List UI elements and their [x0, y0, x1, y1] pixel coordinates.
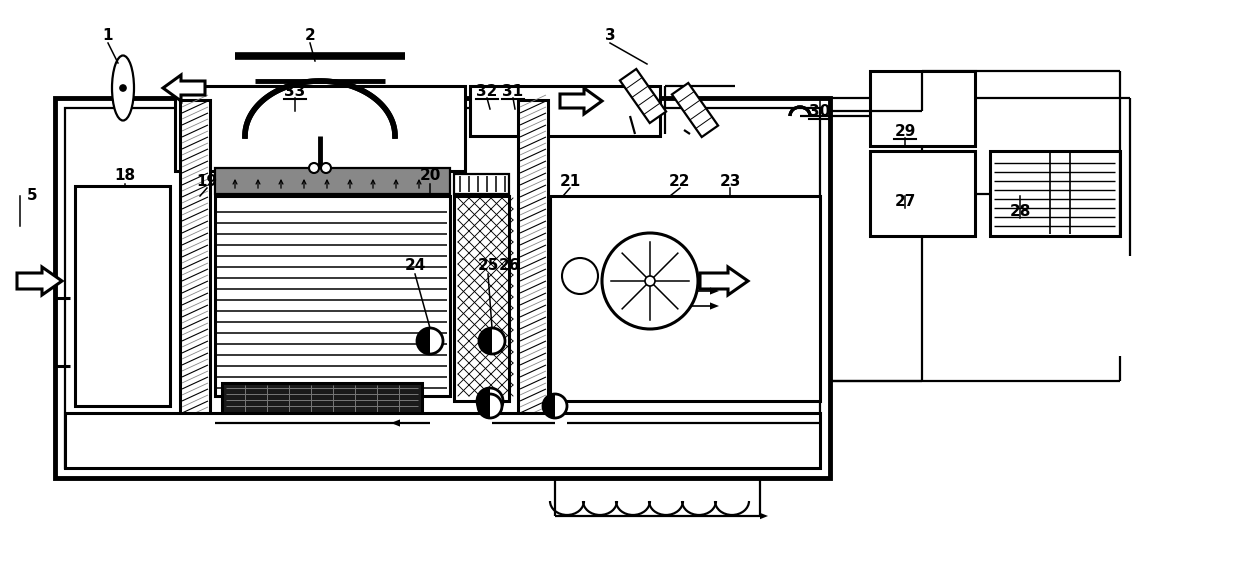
- Text: 27: 27: [894, 194, 915, 208]
- Ellipse shape: [112, 55, 134, 121]
- Text: 21: 21: [559, 174, 580, 188]
- Text: 28: 28: [1009, 204, 1030, 218]
- Polygon shape: [417, 328, 430, 354]
- Circle shape: [417, 328, 443, 354]
- Bar: [990, 151, 1120, 236]
- Polygon shape: [560, 88, 601, 114]
- Bar: [454, 196, 508, 401]
- Circle shape: [309, 163, 319, 173]
- Bar: [64, 413, 820, 468]
- Circle shape: [479, 328, 505, 354]
- Text: 3: 3: [605, 28, 615, 44]
- Circle shape: [477, 388, 503, 414]
- Polygon shape: [760, 513, 768, 519]
- Bar: [222, 383, 422, 423]
- Polygon shape: [672, 83, 718, 137]
- Bar: [518, 100, 548, 468]
- Bar: [55, 98, 830, 478]
- Bar: [215, 196, 450, 396]
- Text: 18: 18: [114, 169, 135, 183]
- Circle shape: [321, 163, 331, 173]
- Text: 19: 19: [196, 174, 217, 188]
- Text: 22: 22: [670, 174, 691, 188]
- Circle shape: [543, 394, 567, 418]
- Circle shape: [562, 258, 598, 294]
- Polygon shape: [162, 75, 205, 101]
- Bar: [870, 71, 975, 146]
- Polygon shape: [477, 394, 490, 418]
- Bar: [74, 186, 170, 406]
- Polygon shape: [477, 388, 490, 414]
- Text: 29: 29: [894, 123, 915, 139]
- Text: 25: 25: [477, 259, 498, 273]
- Text: 30: 30: [810, 104, 831, 118]
- Text: 1: 1: [103, 28, 113, 44]
- Text: 24: 24: [404, 259, 425, 273]
- Bar: [175, 86, 465, 171]
- Polygon shape: [701, 267, 748, 295]
- Polygon shape: [711, 302, 719, 310]
- Circle shape: [601, 233, 698, 329]
- Text: 20: 20: [419, 169, 440, 183]
- Polygon shape: [711, 288, 719, 294]
- Text: 5: 5: [27, 188, 37, 204]
- Polygon shape: [620, 69, 666, 123]
- Bar: [215, 168, 450, 194]
- Circle shape: [645, 276, 655, 286]
- Polygon shape: [391, 419, 401, 427]
- Bar: [870, 151, 975, 236]
- Bar: [180, 100, 210, 468]
- Circle shape: [477, 394, 502, 418]
- Bar: [64, 108, 820, 468]
- Text: 32: 32: [476, 84, 497, 98]
- Text: 31: 31: [502, 84, 523, 98]
- Text: 33: 33: [284, 84, 305, 98]
- Bar: [470, 86, 660, 136]
- Text: 23: 23: [719, 174, 740, 188]
- Polygon shape: [479, 328, 492, 354]
- Circle shape: [120, 85, 126, 91]
- Polygon shape: [17, 267, 62, 295]
- Text: 2: 2: [305, 28, 315, 44]
- Text: 26: 26: [500, 259, 521, 273]
- Bar: [454, 174, 508, 194]
- Polygon shape: [543, 394, 556, 418]
- Bar: [551, 196, 820, 401]
